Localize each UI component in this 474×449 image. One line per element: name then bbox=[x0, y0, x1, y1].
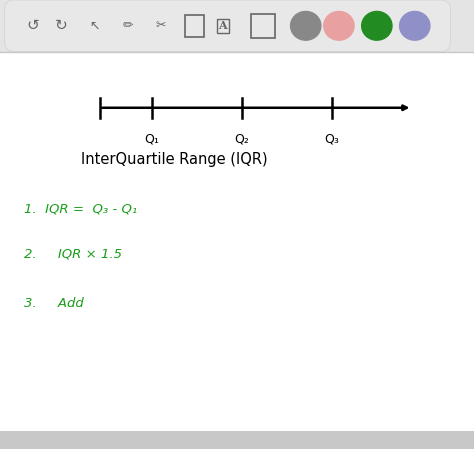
Text: 2.     IQR × 1.5: 2. IQR × 1.5 bbox=[24, 247, 122, 260]
FancyBboxPatch shape bbox=[0, 431, 474, 449]
Text: A: A bbox=[219, 20, 227, 31]
Text: ✂: ✂ bbox=[156, 19, 166, 32]
Circle shape bbox=[362, 11, 392, 40]
FancyBboxPatch shape bbox=[0, 0, 474, 52]
Text: 3.     Add: 3. Add bbox=[24, 297, 83, 309]
Text: Q₃: Q₃ bbox=[324, 133, 339, 145]
Text: 1.  IQR =  Q₃ - Q₁: 1. IQR = Q₃ - Q₁ bbox=[24, 202, 137, 215]
Text: ✏: ✏ bbox=[123, 19, 133, 32]
Text: ↺: ↺ bbox=[27, 18, 39, 33]
Circle shape bbox=[291, 11, 321, 40]
FancyBboxPatch shape bbox=[5, 0, 450, 52]
Text: ↖: ↖ bbox=[90, 19, 100, 32]
Text: ↻: ↻ bbox=[55, 18, 68, 33]
Text: Q₁: Q₁ bbox=[144, 133, 159, 145]
Text: InterQuartile Range (IQR): InterQuartile Range (IQR) bbox=[81, 152, 267, 167]
Circle shape bbox=[324, 11, 354, 40]
Circle shape bbox=[400, 11, 430, 40]
Text: Q₂: Q₂ bbox=[234, 133, 249, 145]
